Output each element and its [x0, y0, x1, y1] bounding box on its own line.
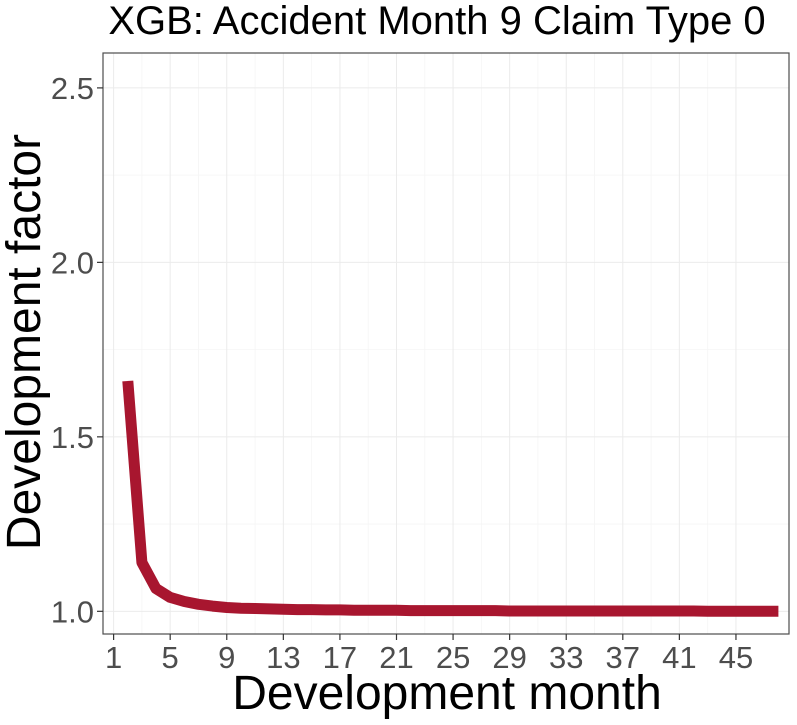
x-tick-label: 5 [162, 640, 179, 675]
x-tick-label: 45 [719, 640, 753, 675]
series-line [122, 380, 779, 617]
x-axis-title: Development month [232, 667, 662, 720]
y-tick-label: 1.0 [51, 594, 94, 629]
y-tick-label: 1.5 [51, 420, 94, 455]
grid-lines [103, 53, 789, 634]
y-tick-label: 2.5 [51, 71, 94, 106]
y-axis-title: Development factor [0, 134, 51, 550]
y-axis-ticks: 1.0 1.5 2.0 2.5 [51, 71, 103, 629]
x-tick-label: 17 [323, 640, 357, 675]
x-tick-label: 29 [492, 640, 526, 675]
series-group [122, 380, 779, 617]
x-tick-label: 41 [662, 640, 696, 675]
x-tick-label: 37 [606, 640, 640, 675]
x-tick-label: 33 [549, 640, 583, 675]
x-axis-ticks: 1 5 9 13 17 21 25 29 33 37 41 45 [105, 634, 753, 675]
y-tick-label: 2.0 [51, 245, 94, 280]
x-tick-label: 13 [266, 640, 300, 675]
x-tick-label: 9 [218, 640, 235, 675]
x-tick-label: 21 [379, 640, 413, 675]
x-tick-label: 1 [105, 640, 122, 675]
x-tick-label: 25 [436, 640, 470, 675]
plot-panel-border [102, 52, 790, 635]
chart-title: XGB: Accident Month 9 Claim Type 0 [108, 0, 765, 43]
